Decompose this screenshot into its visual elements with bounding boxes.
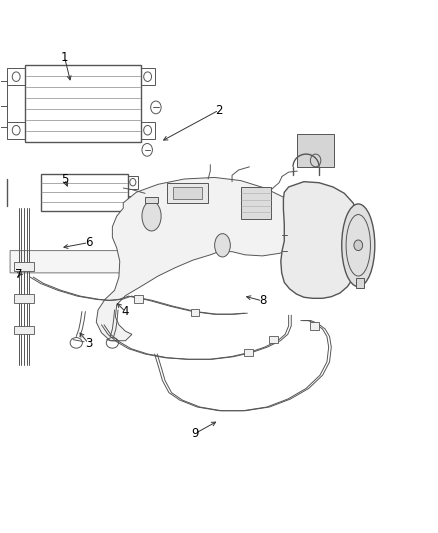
Text: 5: 5 (61, 173, 68, 185)
Text: 4: 4 (122, 305, 129, 318)
Bar (25, 65, 141, 142)
Text: 8: 8 (259, 294, 266, 308)
Bar (41, 174, 127, 211)
Bar (244, 349, 253, 356)
Bar (14, 294, 34, 303)
Bar (14, 326, 34, 334)
Polygon shape (96, 177, 304, 341)
Polygon shape (281, 182, 360, 298)
Ellipse shape (215, 233, 230, 257)
Bar (127, 196, 138, 209)
Text: 2: 2 (215, 103, 223, 117)
Bar (167, 183, 208, 203)
Text: 9: 9 (191, 427, 199, 440)
Bar (7, 122, 25, 139)
Bar (141, 68, 155, 85)
Bar (145, 197, 158, 203)
Bar (134, 295, 143, 303)
Bar (127, 176, 138, 189)
Ellipse shape (342, 204, 375, 287)
Text: 6: 6 (85, 236, 92, 249)
Bar (297, 134, 334, 167)
Bar (241, 187, 271, 219)
Bar (7, 68, 25, 85)
Bar (311, 322, 319, 329)
Bar (141, 122, 155, 139)
Bar (191, 309, 199, 317)
Bar (173, 187, 201, 199)
Text: 7: 7 (15, 268, 22, 281)
Ellipse shape (142, 201, 161, 231)
Bar (356, 278, 364, 288)
Text: 1: 1 (61, 51, 68, 63)
Bar (269, 336, 278, 343)
Bar (14, 262, 34, 271)
Polygon shape (10, 251, 158, 273)
Text: 3: 3 (85, 337, 92, 350)
Ellipse shape (354, 240, 363, 251)
